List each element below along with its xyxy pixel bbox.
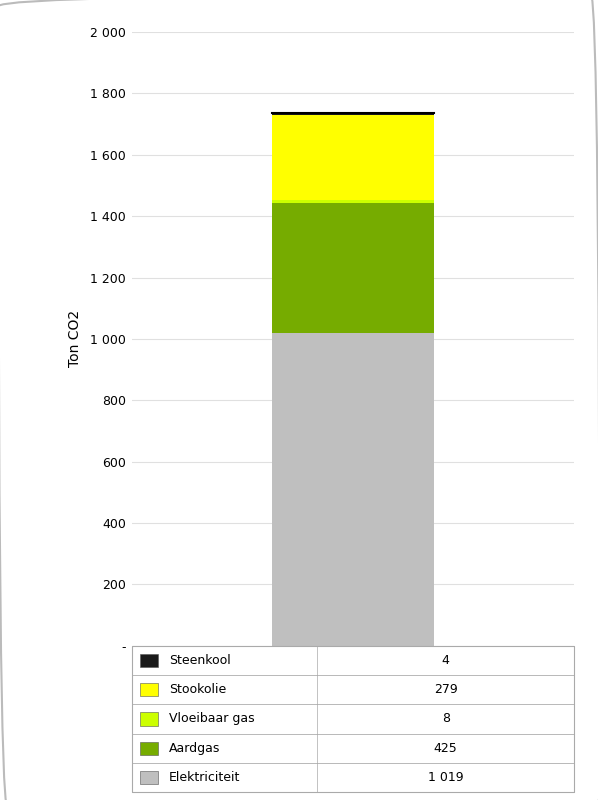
- Bar: [141, 654, 158, 667]
- Bar: [271, 114, 434, 200]
- Bar: [141, 683, 158, 696]
- Text: Elektriciteit: Elektriciteit: [169, 771, 240, 784]
- Bar: [271, 333, 434, 646]
- Bar: [132, 762, 574, 792]
- Text: Aardgas: Aardgas: [169, 742, 221, 754]
- Bar: [141, 771, 158, 784]
- Text: 425: 425: [434, 742, 457, 754]
- Bar: [132, 704, 574, 734]
- Text: Vloeibaar gas: Vloeibaar gas: [169, 713, 255, 726]
- Y-axis label: Ton CO2: Ton CO2: [68, 310, 82, 367]
- Bar: [132, 675, 574, 704]
- Bar: [141, 742, 158, 754]
- Text: 8: 8: [442, 713, 450, 726]
- Text: Stookolie: Stookolie: [169, 683, 227, 696]
- Text: 4: 4: [442, 654, 450, 667]
- Bar: [271, 202, 434, 333]
- Text: 1 019: 1 019: [428, 771, 463, 784]
- Text: Steenkool: Steenkool: [169, 654, 231, 667]
- Text: 279: 279: [434, 683, 457, 696]
- Bar: [141, 712, 158, 726]
- Bar: [132, 734, 574, 762]
- Bar: [271, 200, 434, 202]
- Bar: [132, 646, 574, 675]
